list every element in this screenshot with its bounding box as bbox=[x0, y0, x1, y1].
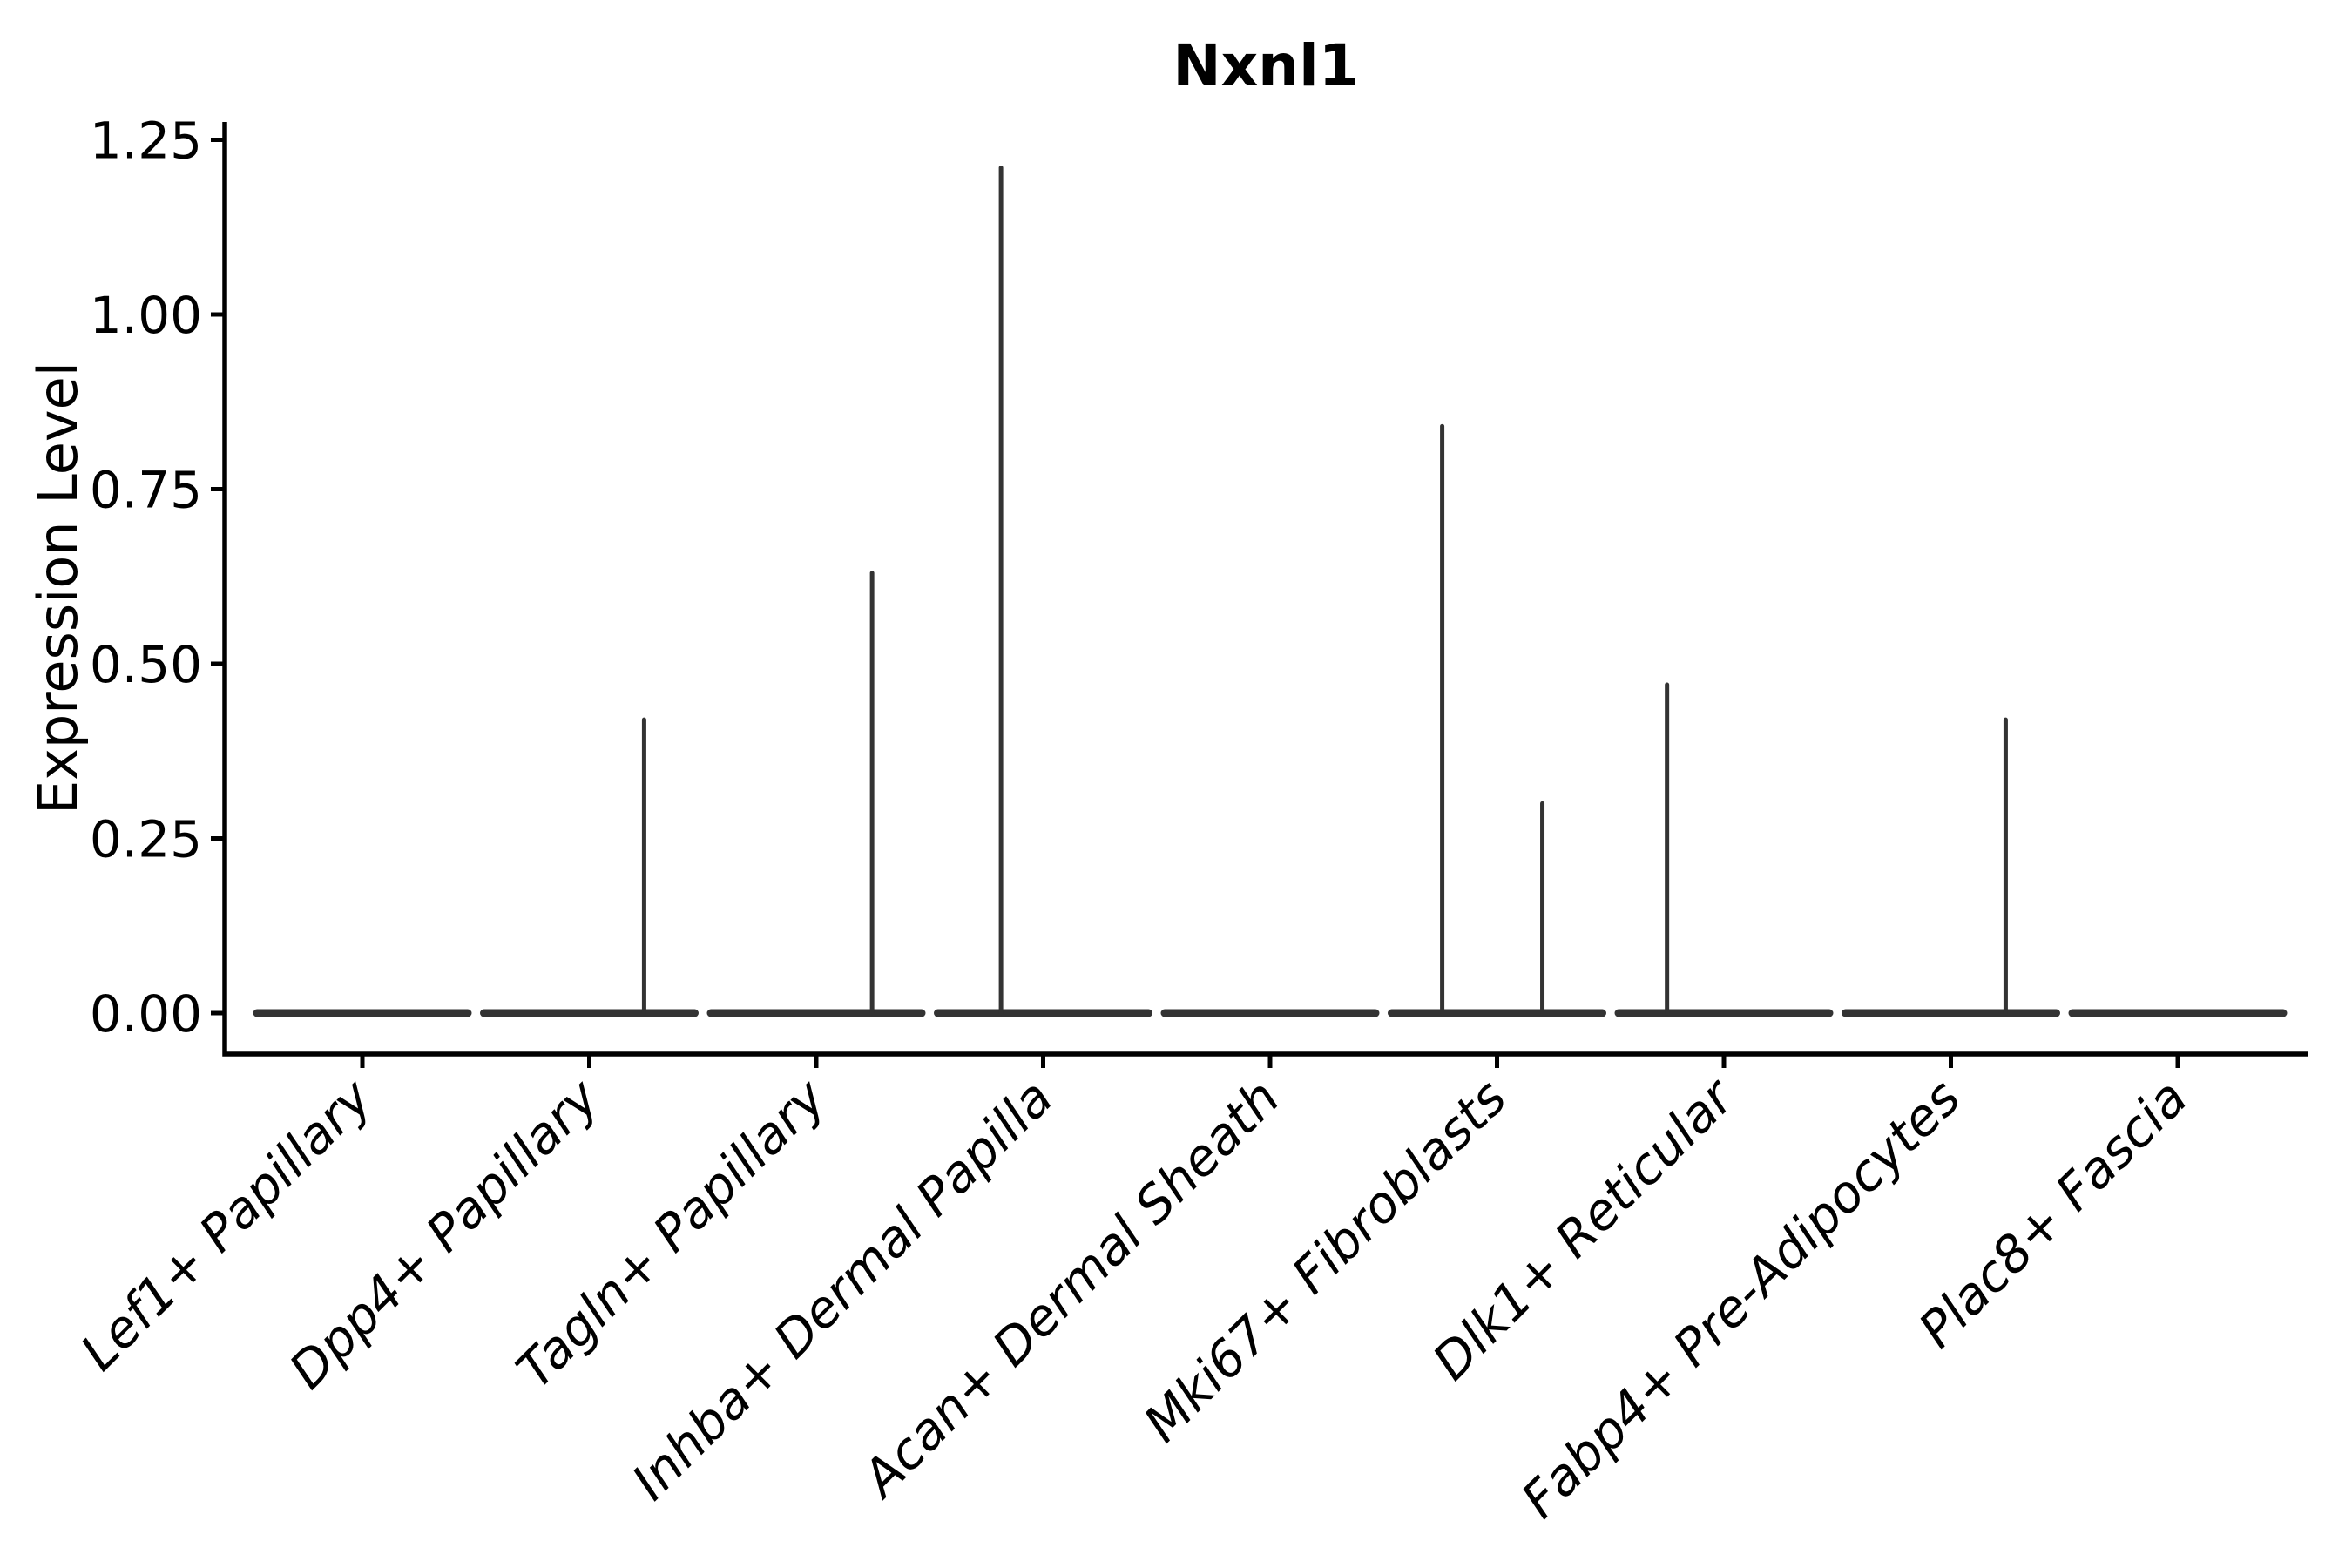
y-axis-ticks: 0.00 0.25 0.50 0.75 1.00 1.25 bbox=[90, 112, 225, 1044]
y-tick-label: 1.25 bbox=[90, 112, 202, 171]
chart-title: Nxnl1 bbox=[1173, 32, 1358, 99]
violin bbox=[934, 166, 1152, 1017]
x-tick-label: Inhba+ Dermal Papilla bbox=[620, 1068, 1064, 1511]
y-axis-label: Expression Level bbox=[26, 362, 90, 814]
violin bbox=[1842, 717, 2060, 1017]
y-tick-label: 0.50 bbox=[90, 635, 202, 694]
axes bbox=[222, 122, 2308, 1057]
violin bbox=[480, 717, 699, 1017]
x-tick-label: Acan+ Dermal Sheath bbox=[848, 1068, 1291, 1511]
y-tick-label: 1.00 bbox=[90, 286, 202, 345]
y-tick-label: 0.75 bbox=[90, 461, 202, 520]
y-tick-label: 0.25 bbox=[90, 810, 202, 869]
violins bbox=[253, 166, 2288, 1017]
y-tick-label: 0.00 bbox=[90, 984, 202, 1044]
violin bbox=[1614, 682, 1834, 1017]
x-tick-label: Fabp4+ Pre-Adipocytes bbox=[1510, 1068, 1971, 1530]
violin bbox=[706, 571, 926, 1017]
axis-spines bbox=[222, 122, 2308, 1057]
violin bbox=[1388, 423, 1606, 1017]
